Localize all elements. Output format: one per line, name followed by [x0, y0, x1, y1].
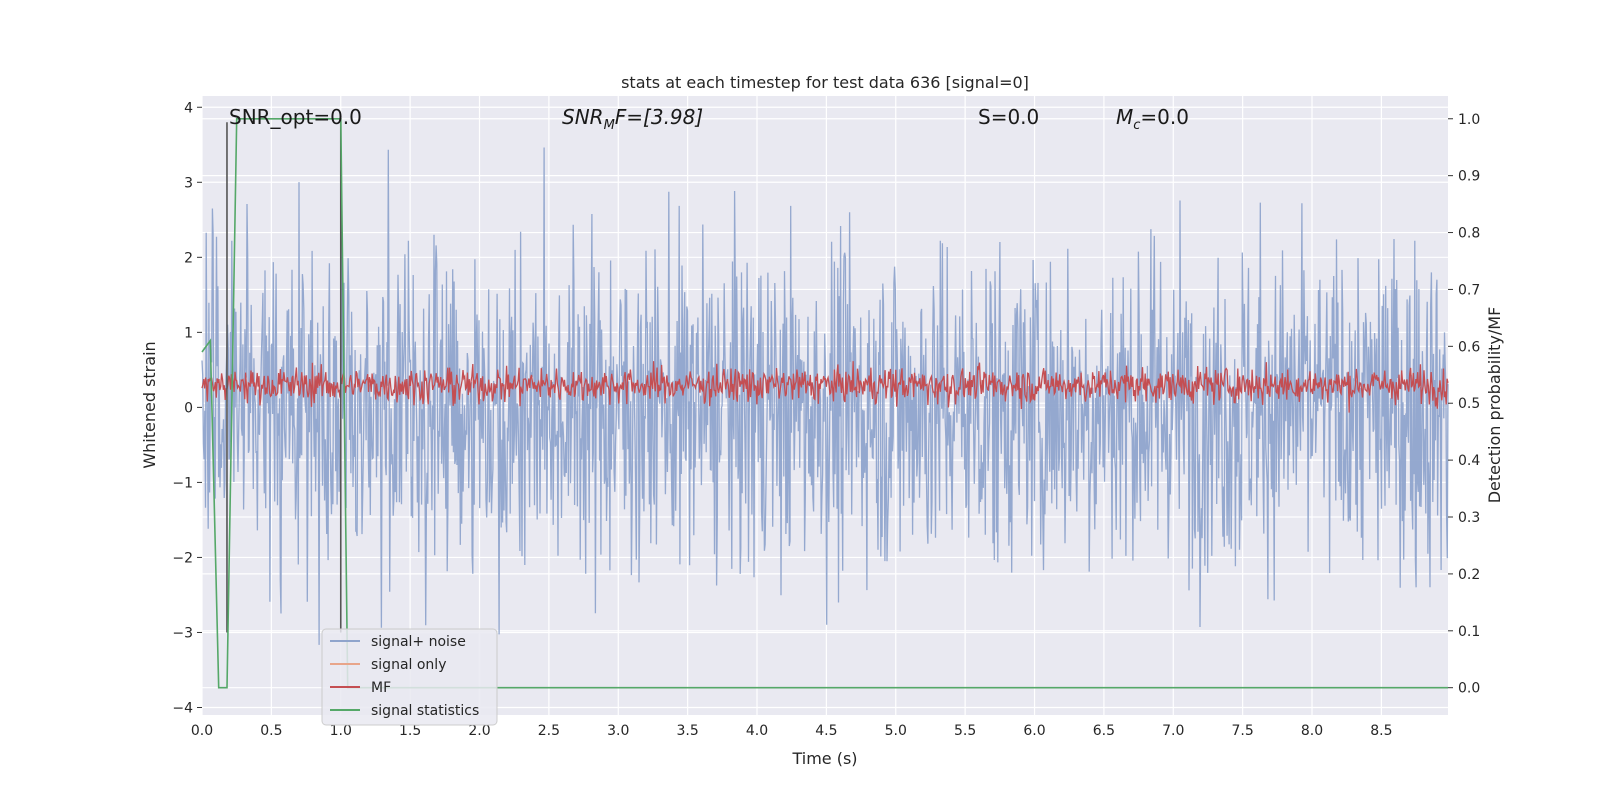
x-tick-label: 7.0: [1162, 723, 1184, 739]
x-tick-label: 3.5: [677, 723, 699, 739]
chart-title: stats at each timestep for test data 636…: [621, 73, 1029, 92]
y-right-tick-label: 0.3: [1458, 510, 1480, 526]
x-axis-label: Time (s): [791, 749, 857, 768]
y-right-tick-label: 0.0: [1458, 681, 1480, 697]
y-left-tick-label: 1: [184, 325, 193, 341]
x-tick-label: 4.5: [815, 723, 837, 739]
y-left-tick-label: −3: [172, 625, 193, 641]
y-axis-left-label: Whitened strain: [140, 341, 159, 468]
legend: signal+ noise signal only MF signal stat…: [321, 628, 498, 726]
y-right-tick-label: 0.8: [1458, 226, 1480, 242]
y-right-tick-label: 0.6: [1458, 339, 1480, 355]
x-tick-label: 0.5: [260, 723, 282, 739]
legend-label-mf: MF: [371, 680, 391, 696]
annotation-s: S=0.0: [978, 105, 1039, 129]
y-left-tick-label: −1: [172, 475, 193, 491]
y-right-tick-label: 0.7: [1458, 282, 1480, 298]
y-right-tick-label: 0.2: [1458, 567, 1480, 583]
annotation-snr-mf: SNRMF=[3.98]: [562, 105, 703, 133]
legend-box: [321, 628, 498, 726]
x-axis-ticks: 0.0 0.5 1.0 1.5 2.0 2.5 3.0 3.5 4.0 4.5 5.0 5.5 6.0 6…: [191, 723, 1393, 739]
legend-label-signal-only: signal only: [371, 657, 446, 673]
y-right-tick-label: 0.1: [1458, 624, 1480, 640]
y-axis-right-label: Detection probability/MF: [1485, 307, 1504, 504]
x-tick-label: 3.0: [607, 723, 629, 739]
vertical-markers: [226, 122, 342, 633]
signal-noise-line: [201, 147, 1449, 645]
y-left-axis-ticks: −4 −3 −2 −1 0 1 2 3 4: [172, 100, 202, 716]
y-left-tick-label: −4: [172, 700, 193, 716]
x-tick-label: 2.5: [538, 723, 560, 739]
y-left-tick-label: 3: [184, 175, 193, 191]
y-right-tick-label: 0.5: [1458, 396, 1480, 412]
x-tick-label: 8.5: [1370, 723, 1392, 739]
legend-label-noise: signal+ noise: [371, 634, 466, 650]
x-tick-label: 5.0: [885, 723, 907, 739]
annotation-snr-opt: SNR_opt=0.0: [229, 105, 362, 129]
y-right-tick-label: 0.4: [1458, 453, 1480, 469]
mf-series: [201, 361, 1449, 413]
x-tick-label: 0.0: [191, 723, 213, 739]
x-tick-label: 6.0: [1023, 723, 1045, 739]
y-left-tick-label: 4: [184, 100, 193, 116]
y-left-tick-label: 2: [184, 250, 193, 266]
signal-noise-series: [201, 147, 1449, 645]
x-tick-label: 2.0: [468, 723, 490, 739]
y-left-tick-label: 0: [184, 400, 193, 416]
x-tick-label: 5.5: [954, 723, 976, 739]
x-tick-label: 1.0: [330, 723, 352, 739]
y-right-tick-label: 1.0: [1458, 112, 1480, 128]
legend-label-statistics: signal statistics: [371, 703, 479, 719]
y-right-tick-label: 0.9: [1458, 169, 1480, 185]
annotation-mc: Mc=0.0: [1116, 105, 1189, 133]
x-tick-label: 7.5: [1232, 723, 1254, 739]
x-tick-label: 8.0: [1301, 723, 1323, 739]
mf-line: [201, 361, 1449, 413]
y-left-tick-label: −2: [172, 550, 193, 566]
x-tick-label: 6.5: [1093, 723, 1115, 739]
x-tick-label: 1.5: [399, 723, 421, 739]
y-right-axis-ticks: 0.0 0.1 0.2 0.3 0.4 0.5 0.6 0.7 0.8 0.9 1.0: [1448, 112, 1480, 697]
x-tick-label: 4.0: [746, 723, 768, 739]
